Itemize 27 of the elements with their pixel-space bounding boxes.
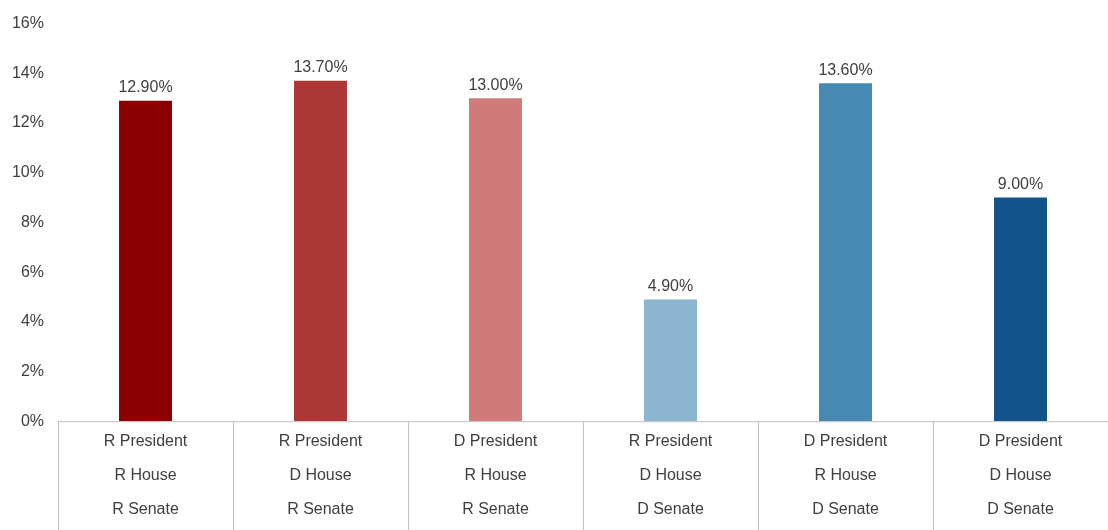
x-tick-label: R President R House R Senate [103, 432, 188, 517]
x-tick-label: R President D House D Senate [628, 432, 713, 517]
data-label: 13.70% [293, 58, 348, 76]
bar [994, 197, 1047, 422]
data-label: 13.00% [468, 75, 523, 93]
y-tick-label: 0% [20, 411, 44, 429]
bar [644, 299, 697, 422]
y-tick-label: 16% [11, 14, 44, 32]
bar [119, 100, 172, 422]
y-tick-label: 10% [11, 163, 44, 181]
bar [469, 98, 522, 422]
y-tick-label: 4% [20, 312, 44, 330]
data-label: 9.00% [997, 174, 1044, 192]
x-tick-label: D President D House D Senate [978, 432, 1063, 517]
x-tick-label: D President R House R Senate [453, 432, 538, 517]
data-label: 4.90% [647, 276, 694, 294]
y-tick-label: 6% [20, 262, 44, 280]
data-label: 12.90% [118, 78, 173, 96]
y-tick-label: 14% [11, 63, 44, 81]
data-label: 13.60% [818, 60, 873, 78]
bar [294, 80, 347, 422]
y-tick-label: 2% [20, 361, 44, 379]
y-tick-label: 12% [11, 113, 44, 131]
x-tick-label: D President R House D Senate [803, 432, 888, 517]
y-tick-label: 8% [20, 212, 44, 230]
x-tick-label: R President D House R Senate [278, 432, 363, 517]
bar [819, 83, 872, 422]
